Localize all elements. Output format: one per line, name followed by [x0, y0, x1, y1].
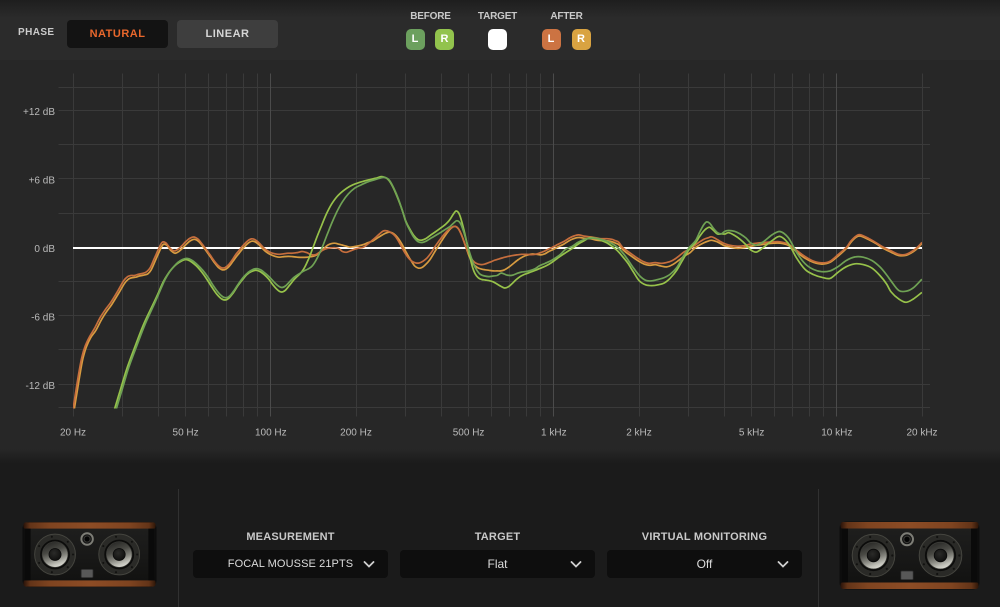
svg-text:-12 dB: -12 dB	[26, 381, 56, 392]
svg-text:5 kHz: 5 kHz	[739, 428, 765, 439]
svg-text:500 Hz: 500 Hz	[453, 428, 485, 439]
svg-text:50 Hz: 50 Hz	[173, 428, 199, 439]
svg-text:-6 dB: -6 dB	[31, 313, 55, 324]
svg-text:100 Hz: 100 Hz	[255, 428, 287, 439]
svg-text:200 Hz: 200 Hz	[340, 428, 372, 439]
svg-text:0 dB: 0 dB	[34, 244, 55, 255]
svg-text:10 kHz: 10 kHz	[821, 428, 852, 439]
svg-text:20 kHz: 20 kHz	[906, 428, 937, 439]
svg-text:+12 dB: +12 dB	[23, 107, 55, 118]
svg-text:20 Hz: 20 Hz	[60, 428, 86, 439]
svg-text:+6 dB: +6 dB	[29, 176, 56, 187]
svg-text:1 kHz: 1 kHz	[541, 428, 567, 439]
svg-text:2 kHz: 2 kHz	[626, 428, 652, 439]
